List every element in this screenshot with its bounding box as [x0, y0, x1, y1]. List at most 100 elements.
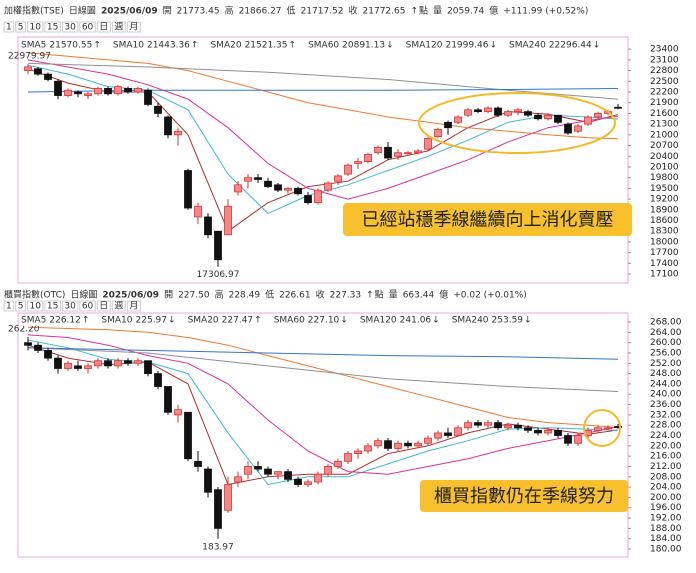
period-button[interactable]: 15 — [44, 21, 61, 33]
header-text: ↑ — [410, 7, 418, 17]
candle-body — [24, 342, 32, 346]
period-button[interactable]: 30 — [61, 21, 79, 33]
trough-label: 183.97 — [202, 542, 234, 552]
y-tick-label: 248.00 — [650, 369, 682, 379]
period-button-box — [79, 300, 96, 312]
period-button[interactable]: 日 — [96, 21, 111, 33]
header-text: 21773.45 — [177, 7, 220, 17]
candle-body — [424, 137, 432, 150]
header-text: 開 — [164, 290, 173, 301]
legend-arrow: ↑ — [254, 316, 262, 326]
candle-body — [104, 360, 112, 367]
candle-body — [54, 357, 62, 369]
period-button[interactable]: 月 — [126, 300, 141, 312]
y-tick-label: 268.00 — [650, 318, 682, 328]
candle-body — [404, 442, 412, 447]
period-button-label: 月 — [129, 22, 138, 33]
period-button[interactable]: 週 — [111, 300, 126, 312]
y-tick-label: 21600 — [650, 109, 679, 119]
period-button[interactable]: 15 — [44, 300, 61, 312]
panel-border — [17, 312, 629, 558]
period-button-label: 10 — [29, 302, 41, 312]
period-button[interactable]: 5 — [15, 21, 26, 33]
candle-body — [444, 432, 452, 436]
y-tick-label: 260.00 — [650, 338, 682, 348]
candle-body — [604, 427, 612, 430]
period-button-label: 5 — [18, 302, 24, 312]
candle-body — [614, 426, 622, 428]
period-button-box — [44, 21, 61, 33]
period-button-label: 30 — [64, 302, 76, 312]
annotation-text: 已經站穩季線繼續向上消化賣壓 — [362, 210, 614, 231]
highlight-ellipse — [418, 92, 616, 154]
period-button[interactable]: 60 — [79, 21, 96, 33]
period-button-label: 月 — [129, 301, 138, 312]
y-tick-label: 208.00 — [650, 472, 682, 482]
period-button[interactable]: 10 — [26, 300, 44, 312]
candle-body — [384, 440, 392, 449]
period-button-label: 60 — [82, 23, 94, 33]
y-tick-label: 17700 — [650, 248, 679, 258]
header-text: 2059.74 — [447, 7, 484, 17]
candle-body — [454, 427, 462, 436]
candle-body — [494, 107, 502, 116]
sma-line — [27, 62, 619, 100]
candle-body — [534, 429, 542, 434]
period-button[interactable]: 10 — [26, 21, 44, 33]
legend-arrow: ↓ — [489, 41, 497, 51]
candle-body — [274, 471, 282, 475]
legend-value: 21999.46 — [445, 41, 488, 51]
header-text: 663.44 — [403, 291, 435, 301]
period-button[interactable]: 1 — [3, 21, 15, 33]
candle-body — [484, 422, 492, 426]
candle-body — [314, 473, 322, 483]
period-button[interactable]: 5 — [15, 300, 26, 312]
candle-body — [594, 113, 602, 118]
y-tick-label: 184.00 — [650, 534, 682, 544]
candle-body — [294, 478, 302, 485]
candle-body — [94, 360, 102, 367]
header-text: 227.50 — [178, 291, 210, 301]
candle-body — [244, 177, 252, 182]
period-button-box — [96, 300, 111, 312]
candle-body — [74, 91, 82, 95]
candle-body — [254, 177, 262, 180]
period-button-box — [126, 21, 141, 33]
candle-body — [414, 442, 422, 447]
candle-body — [164, 386, 172, 413]
candle-body — [544, 114, 552, 120]
candle-body — [254, 466, 262, 470]
candle-body — [204, 468, 212, 493]
candle-body — [424, 437, 432, 444]
candle-body — [244, 466, 252, 475]
period-button[interactable]: 60 — [79, 300, 96, 312]
period-button[interactable]: 1 — [3, 300, 15, 312]
legend-name: SMA240 — [509, 41, 546, 51]
period-button[interactable]: 週 — [111, 21, 126, 33]
candle-body — [344, 453, 352, 462]
candle-body — [64, 362, 72, 369]
y-tick-label: 17100 — [650, 270, 679, 280]
header-text: 億 — [439, 289, 448, 301]
sma-line — [27, 59, 619, 200]
candle-body — [444, 121, 452, 129]
candle-body — [334, 460, 342, 467]
header-text: 高 — [225, 5, 234, 17]
candle-body — [584, 116, 592, 125]
y-tick-label: 20700 — [650, 141, 679, 151]
period-button[interactable]: 30 — [61, 300, 79, 312]
candle-body — [324, 466, 332, 475]
period-button-label: 1 — [6, 302, 12, 312]
period-button[interactable]: 日 — [96, 300, 111, 312]
header-text: 低 — [287, 5, 296, 17]
candle-body — [594, 427, 602, 431]
header-text: 點 — [375, 289, 384, 301]
candle-body — [414, 150, 422, 154]
candle-body — [504, 424, 512, 429]
y-tick-label: 212.00 — [650, 462, 682, 472]
sma-line — [27, 347, 619, 392]
legend-name: SMA120 — [406, 41, 443, 51]
period-button[interactable]: 月 — [126, 21, 141, 33]
panel-border — [17, 36, 629, 284]
